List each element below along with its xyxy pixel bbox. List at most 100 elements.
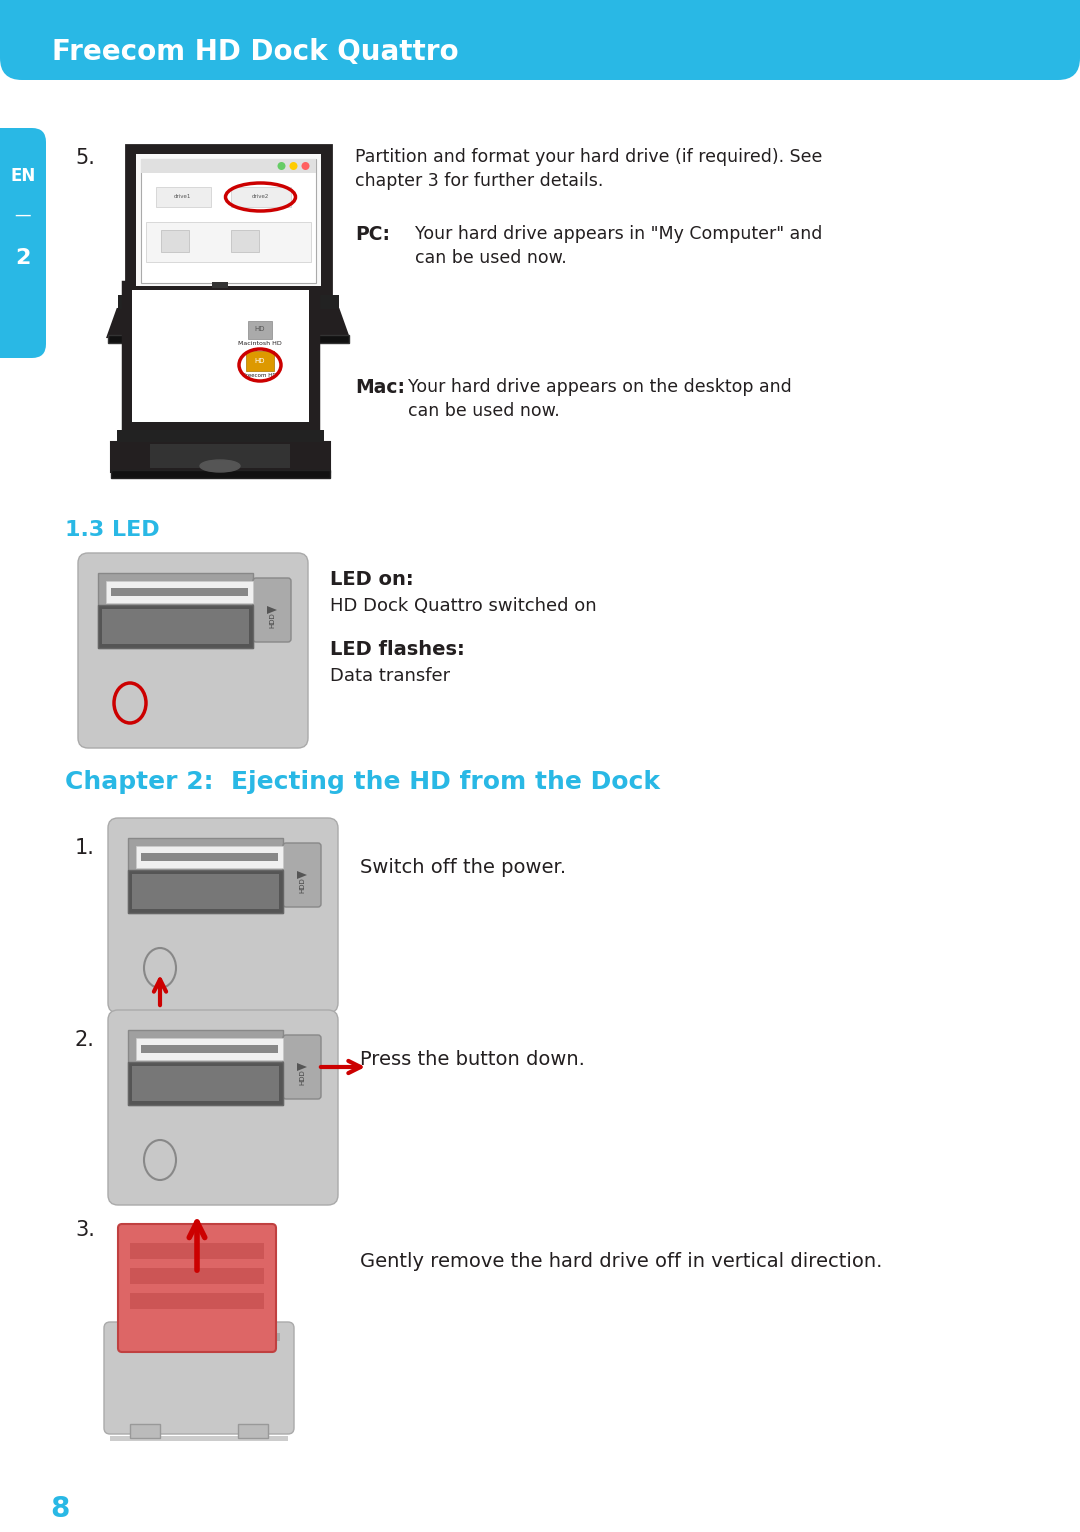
Bar	[98, 573, 253, 648]
Text: 1.3 LED: 1.3 LED	[65, 519, 160, 539]
Text: 3.: 3.	[75, 1219, 95, 1239]
Text: drive2: drive2	[252, 195, 269, 199]
Text: chapter 3 for further details.: chapter 3 for further details.	[355, 172, 604, 190]
Bar	[141, 1045, 278, 1052]
Bar	[132, 873, 279, 908]
Text: 8: 8	[50, 1495, 69, 1523]
Bar	[111, 588, 248, 596]
FancyBboxPatch shape	[118, 1224, 276, 1353]
Bar	[246, 351, 274, 371]
FancyBboxPatch shape	[205, 313, 251, 328]
Bar	[153, 313, 303, 317]
Bar	[118, 1333, 280, 1340]
Circle shape	[278, 162, 285, 170]
Bar	[98, 605, 253, 648]
Text: Switch off the power.: Switch off the power.	[360, 858, 566, 876]
Bar	[118, 296, 338, 309]
Bar	[108, 336, 349, 343]
Text: 2.: 2.	[75, 1030, 95, 1049]
Bar	[212, 282, 228, 288]
Bar	[130, 1425, 160, 1439]
Text: HD: HD	[255, 326, 266, 332]
Text: Data transfer: Data transfer	[330, 666, 450, 685]
Text: Mac:: Mac:	[355, 378, 405, 397]
Text: 5.: 5.	[75, 149, 95, 169]
Bar	[130, 1293, 264, 1308]
Text: Press the button down.: Press the button down.	[360, 1049, 585, 1069]
Bar	[140, 159, 315, 283]
FancyBboxPatch shape	[283, 1036, 321, 1098]
Bar	[161, 230, 189, 251]
Polygon shape	[267, 607, 276, 614]
Text: —: —	[15, 205, 31, 224]
Polygon shape	[297, 1063, 307, 1071]
Bar	[117, 430, 324, 443]
FancyBboxPatch shape	[0, 0, 1080, 80]
Ellipse shape	[200, 460, 240, 472]
FancyBboxPatch shape	[253, 578, 291, 642]
Text: Freecom HD Dock Quattro: Freecom HD Dock Quattro	[52, 38, 459, 66]
FancyBboxPatch shape	[108, 818, 338, 1013]
Bar	[153, 325, 303, 329]
Text: can be used now.: can be used now.	[408, 401, 559, 420]
Bar	[106, 581, 253, 604]
Bar	[125, 1328, 245, 1350]
Text: HD: HD	[255, 358, 266, 365]
Text: Freecom HD: Freecom HD	[243, 372, 276, 378]
Text: PC:: PC:	[355, 225, 390, 244]
Bar	[230, 230, 258, 251]
FancyBboxPatch shape	[104, 1322, 294, 1434]
Text: HDD: HDD	[299, 1069, 305, 1085]
Bar	[0, 129, 21, 358]
Bar	[130, 1268, 264, 1284]
Bar	[129, 1030, 283, 1105]
Bar	[136, 846, 283, 869]
Text: Your hard drive appears on the desktop and: Your hard drive appears on the desktop a…	[408, 378, 792, 395]
Text: LED on:: LED on:	[330, 570, 414, 588]
FancyBboxPatch shape	[78, 553, 308, 748]
Bar	[135, 155, 321, 286]
Bar	[146, 222, 311, 262]
Bar	[129, 870, 283, 913]
Bar	[230, 187, 291, 207]
Text: LED flashes:: LED flashes:	[330, 640, 464, 659]
Text: Gently remove the hard drive off in vertical direction.: Gently remove the hard drive off in vert…	[360, 1252, 882, 1272]
Text: Macintosh HD: Macintosh HD	[238, 342, 282, 346]
Bar	[153, 319, 303, 323]
Bar	[156, 187, 211, 207]
Bar	[0, 0, 1080, 21]
Bar	[248, 322, 272, 339]
Bar	[238, 1425, 268, 1439]
Polygon shape	[297, 872, 307, 879]
FancyBboxPatch shape	[0, 129, 46, 358]
Bar	[136, 1039, 283, 1060]
Polygon shape	[108, 309, 349, 337]
Bar	[141, 853, 278, 861]
Bar	[132, 1066, 279, 1102]
FancyBboxPatch shape	[108, 1010, 338, 1206]
Bar	[140, 159, 315, 173]
Bar	[129, 838, 283, 913]
Circle shape	[289, 162, 297, 170]
FancyBboxPatch shape	[283, 843, 321, 907]
Bar	[122, 282, 318, 430]
Text: HDD: HDD	[299, 878, 305, 893]
Bar	[132, 290, 309, 421]
Bar	[110, 470, 329, 478]
Bar	[125, 146, 330, 296]
Bar	[110, 443, 329, 472]
Bar	[130, 1242, 264, 1259]
Bar	[129, 1062, 283, 1105]
Text: EN: EN	[11, 167, 36, 185]
Text: 1.: 1.	[75, 838, 95, 858]
Text: HD Dock Quattro switched on: HD Dock Quattro switched on	[330, 597, 596, 614]
Bar	[110, 1435, 288, 1442]
Text: HDD: HDD	[269, 613, 275, 628]
Text: can be used now.: can be used now.	[415, 250, 567, 267]
Text: 2: 2	[15, 248, 30, 268]
Circle shape	[301, 162, 310, 170]
Text: Your hard drive appears in "My Computer" and: Your hard drive appears in "My Computer"…	[415, 225, 822, 244]
Text: drive1: drive1	[174, 195, 191, 199]
Text: Partition and format your hard drive (if required). See: Partition and format your hard drive (if…	[355, 149, 822, 165]
Text: Chapter 2:  Ejecting the HD from the Dock: Chapter 2: Ejecting the HD from the Dock	[65, 771, 660, 794]
